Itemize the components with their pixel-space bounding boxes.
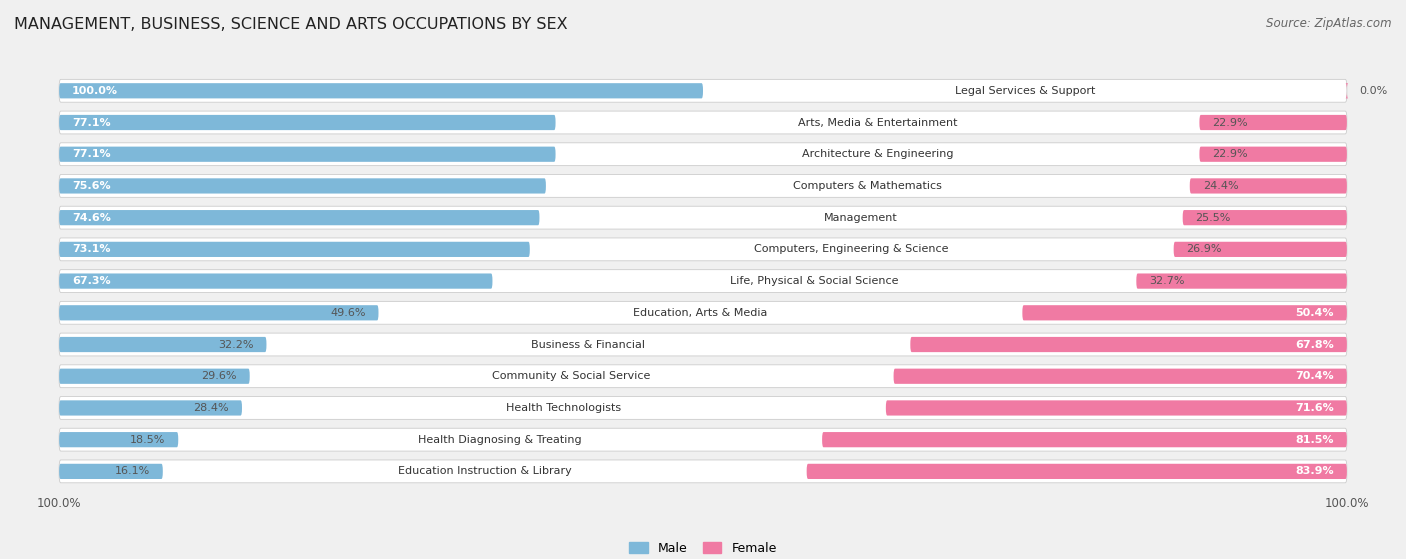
Text: 29.6%: 29.6% <box>201 371 236 381</box>
Text: Arts, Media & Entertainment: Arts, Media & Entertainment <box>797 117 957 127</box>
Text: 77.1%: 77.1% <box>72 117 111 127</box>
FancyBboxPatch shape <box>1189 178 1347 193</box>
FancyBboxPatch shape <box>1136 273 1347 288</box>
FancyBboxPatch shape <box>59 432 179 447</box>
FancyBboxPatch shape <box>59 83 703 98</box>
Text: Community & Social Service: Community & Social Service <box>492 371 651 381</box>
Text: 70.4%: 70.4% <box>1295 371 1334 381</box>
Text: Health Technologists: Health Technologists <box>506 403 621 413</box>
Text: 77.1%: 77.1% <box>72 149 111 159</box>
FancyBboxPatch shape <box>59 396 1347 419</box>
Text: 28.4%: 28.4% <box>194 403 229 413</box>
FancyBboxPatch shape <box>59 206 1347 229</box>
Text: Health Diagnosing & Treating: Health Diagnosing & Treating <box>419 435 582 444</box>
Text: 75.6%: 75.6% <box>72 181 111 191</box>
FancyBboxPatch shape <box>1199 146 1347 162</box>
Text: 18.5%: 18.5% <box>129 435 166 444</box>
Text: 49.6%: 49.6% <box>330 308 366 318</box>
Text: Management: Management <box>824 212 898 222</box>
FancyBboxPatch shape <box>59 79 1347 102</box>
FancyBboxPatch shape <box>894 368 1347 384</box>
Text: 32.2%: 32.2% <box>218 339 253 349</box>
Text: 22.9%: 22.9% <box>1212 117 1249 127</box>
Text: Business & Financial: Business & Financial <box>531 339 645 349</box>
Text: MANAGEMENT, BUSINESS, SCIENCE AND ARTS OCCUPATIONS BY SEX: MANAGEMENT, BUSINESS, SCIENCE AND ARTS O… <box>14 17 568 32</box>
FancyBboxPatch shape <box>886 400 1347 415</box>
FancyBboxPatch shape <box>59 238 1347 261</box>
Text: Education Instruction & Library: Education Instruction & Library <box>398 466 572 476</box>
FancyBboxPatch shape <box>59 146 555 162</box>
Text: 26.9%: 26.9% <box>1187 244 1222 254</box>
FancyBboxPatch shape <box>59 210 540 225</box>
FancyBboxPatch shape <box>1346 83 1348 98</box>
Text: Life, Physical & Social Science: Life, Physical & Social Science <box>730 276 898 286</box>
FancyBboxPatch shape <box>1174 241 1347 257</box>
Text: 67.3%: 67.3% <box>72 276 111 286</box>
FancyBboxPatch shape <box>59 305 378 320</box>
Text: 67.8%: 67.8% <box>1295 339 1334 349</box>
Text: 100.0%: 100.0% <box>37 498 82 510</box>
FancyBboxPatch shape <box>59 178 546 193</box>
FancyBboxPatch shape <box>823 432 1347 447</box>
FancyBboxPatch shape <box>1199 115 1347 130</box>
FancyBboxPatch shape <box>59 337 267 352</box>
FancyBboxPatch shape <box>59 368 250 384</box>
FancyBboxPatch shape <box>59 333 1347 356</box>
FancyBboxPatch shape <box>59 460 1347 483</box>
FancyBboxPatch shape <box>59 111 1347 134</box>
FancyBboxPatch shape <box>59 174 1347 197</box>
Legend: Male, Female: Male, Female <box>630 542 776 555</box>
FancyBboxPatch shape <box>59 241 530 257</box>
FancyBboxPatch shape <box>1182 210 1347 225</box>
FancyBboxPatch shape <box>59 365 1347 387</box>
FancyBboxPatch shape <box>59 301 1347 324</box>
Text: 25.5%: 25.5% <box>1195 212 1230 222</box>
Text: Legal Services & Support: Legal Services & Support <box>955 86 1095 96</box>
Text: 0.0%: 0.0% <box>1360 86 1388 96</box>
Text: 24.4%: 24.4% <box>1202 181 1239 191</box>
FancyBboxPatch shape <box>59 428 1347 451</box>
FancyBboxPatch shape <box>910 337 1347 352</box>
FancyBboxPatch shape <box>59 269 1347 292</box>
Text: Computers, Engineering & Science: Computers, Engineering & Science <box>755 244 949 254</box>
Text: 73.1%: 73.1% <box>72 244 111 254</box>
FancyBboxPatch shape <box>59 464 163 479</box>
FancyBboxPatch shape <box>807 464 1347 479</box>
Text: 22.9%: 22.9% <box>1212 149 1249 159</box>
Text: Computers & Mathematics: Computers & Mathematics <box>793 181 942 191</box>
FancyBboxPatch shape <box>59 400 242 415</box>
FancyBboxPatch shape <box>1022 305 1347 320</box>
Text: 100.0%: 100.0% <box>1324 498 1369 510</box>
Text: 74.6%: 74.6% <box>72 212 111 222</box>
Text: 32.7%: 32.7% <box>1149 276 1185 286</box>
Text: 16.1%: 16.1% <box>115 466 150 476</box>
Text: Source: ZipAtlas.com: Source: ZipAtlas.com <box>1267 17 1392 30</box>
FancyBboxPatch shape <box>59 115 555 130</box>
FancyBboxPatch shape <box>59 273 492 288</box>
Text: 83.9%: 83.9% <box>1295 466 1334 476</box>
FancyBboxPatch shape <box>59 143 1347 165</box>
Text: 81.5%: 81.5% <box>1295 435 1334 444</box>
Text: 50.4%: 50.4% <box>1295 308 1334 318</box>
Text: 100.0%: 100.0% <box>72 86 118 96</box>
Text: Education, Arts & Media: Education, Arts & Media <box>633 308 768 318</box>
Text: Architecture & Engineering: Architecture & Engineering <box>801 149 953 159</box>
Text: 71.6%: 71.6% <box>1295 403 1334 413</box>
